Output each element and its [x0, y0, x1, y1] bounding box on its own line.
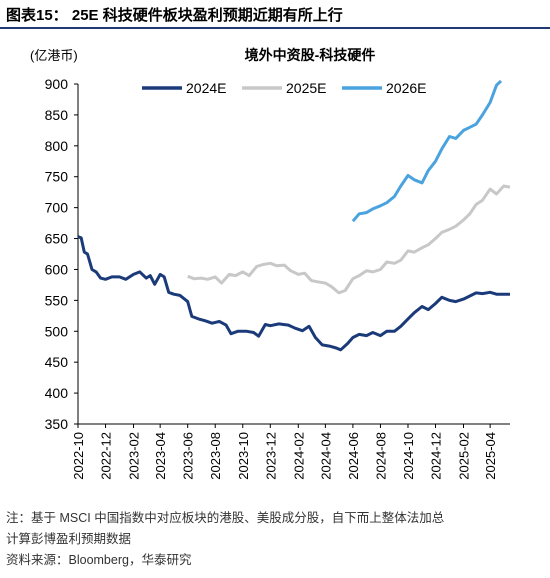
- x-tick-label: 2023-12: [263, 432, 278, 480]
- series-line-2026e: [351, 79, 503, 223]
- legend: 2024E 2025E 2026E: [142, 80, 426, 96]
- legend-label-2025e: 2025E: [286, 80, 326, 96]
- x-tick-label: 2023-06: [181, 432, 196, 480]
- figure-title: 图表15： 25E 科技硬件板块盈利预期近期有所上行: [6, 7, 343, 24]
- x-tick-label: 2023-08: [208, 432, 223, 480]
- series-layer: [77, 79, 511, 352]
- y-tick-label: 350: [45, 416, 69, 432]
- x-tick-label: 2023-10: [236, 432, 251, 480]
- x-tick-label: 2024-08: [373, 432, 388, 480]
- x-tick-label: 2024-04: [318, 432, 333, 480]
- y-tick-label: 800: [45, 138, 69, 154]
- y-tick-label: 850: [45, 107, 69, 123]
- title-rule: [0, 27, 550, 29]
- y-tick-label: 750: [45, 169, 69, 185]
- x-tick-label: 2023-02: [127, 432, 142, 480]
- source-line: 资料来源：Bloomberg，华泰研究: [6, 553, 192, 567]
- x-tick-label: 2024-12: [429, 432, 444, 480]
- legend-label-2024e: 2024E: [186, 80, 226, 96]
- x-tick-label: 2025-04: [483, 432, 498, 480]
- x-tick-label: 2024-02: [291, 432, 306, 480]
- x-tick-label: 2024-06: [346, 432, 361, 480]
- y-tick-label: 600: [45, 261, 69, 277]
- x-tick-label: 2023-04: [153, 432, 168, 480]
- y-tick-label: 650: [45, 231, 69, 247]
- series-line-2024e: [77, 235, 510, 352]
- series-line-2025e: [187, 184, 511, 295]
- x-tick-label: 2025-02: [457, 432, 472, 480]
- x-tick-label: 2022-10: [71, 432, 86, 480]
- x-tick-label: 2022-12: [99, 432, 114, 480]
- x-tick-label: 2024-10: [401, 432, 416, 480]
- y-tick-label: 500: [45, 323, 69, 339]
- y-unit-label: (亿港币): [30, 48, 78, 63]
- y-tick-label: 900: [45, 76, 69, 92]
- legend-label-2026e: 2026E: [386, 80, 426, 96]
- y-tick-label: 700: [45, 200, 69, 216]
- y-tick-label: 450: [45, 354, 69, 370]
- chart: 350 400 450 500 550 600 650 700 750 800 850 900 2022…: [30, 47, 511, 480]
- y-tick-label: 550: [45, 292, 69, 308]
- note-line-1: 注：基于 MSCI 中国指数中对应板块的港股、美股成分股，自下而上整体法加总: [6, 511, 445, 525]
- note-line-2: 计算彭博盈利预期数据: [6, 532, 132, 546]
- footnotes: 注：基于 MSCI 中国指数中对应板块的港股、美股成分股，自下而上整体法加总 计…: [6, 508, 546, 571]
- plot-area: 350 400 450 500 550 600 650 700 750 800 850 900 2022…: [45, 76, 510, 480]
- chart-title: 境外中资股-科技硬件: [245, 47, 376, 63]
- y-tick-label: 400: [45, 385, 69, 401]
